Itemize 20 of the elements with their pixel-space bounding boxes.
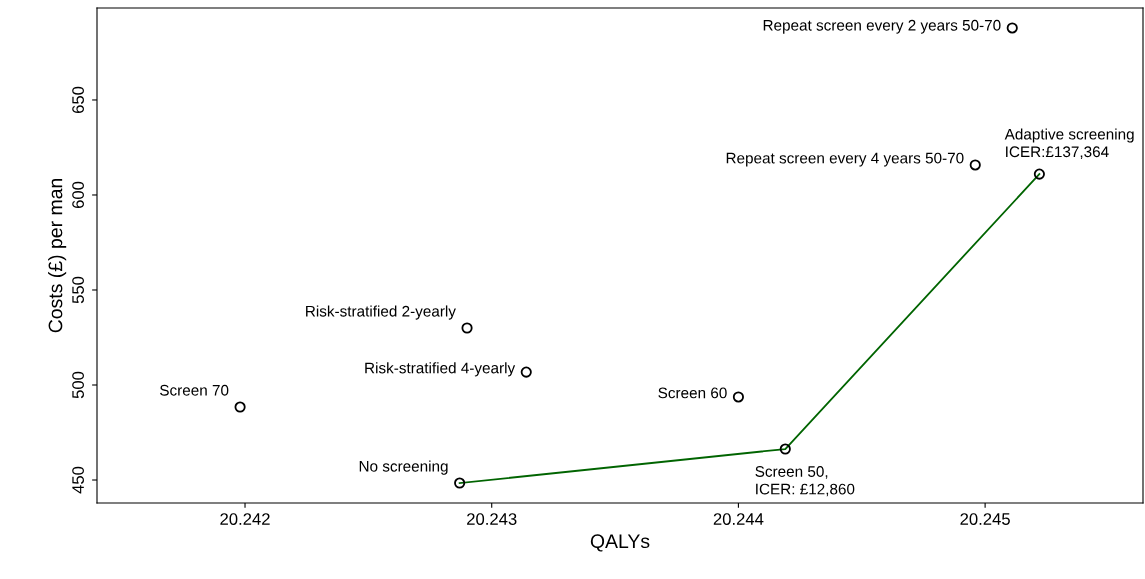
annotation: Screen 50, ICER: £12,860 (755, 466, 855, 497)
x-tick-label: 20.242 (220, 513, 270, 525)
annotation: Screen 70 (160, 384, 229, 396)
y-axis-title: Costs (£) per man (48, 178, 67, 333)
annotation: Risk-stratified 4-yearly (365, 362, 516, 377)
annotation: Adaptive screening ICER:£137,364 (1004, 128, 1134, 159)
annotation: No screening (359, 460, 448, 475)
annotation: Repeat screen every 4 years 50-70 (726, 152, 964, 167)
y-tick-label: 600 (72, 181, 84, 209)
annotation: Risk-stratified 2-yearly (306, 305, 456, 320)
x-axis-title: QALYs (590, 534, 650, 552)
y-tick-label: 650 (72, 86, 84, 114)
x-tick-label: 20.243 (467, 513, 517, 525)
x-tick-label: 20.244 (713, 513, 764, 525)
y-tick-label: 550 (72, 276, 84, 304)
annotation: Screen 60 (658, 387, 727, 399)
y-tick-label: 500 (72, 371, 84, 399)
annotation: Repeat screen every 2 years 50-70 (763, 19, 1001, 34)
y-tick-label: 450 (72, 466, 84, 494)
x-tick-label: 20.245 (960, 513, 1010, 525)
